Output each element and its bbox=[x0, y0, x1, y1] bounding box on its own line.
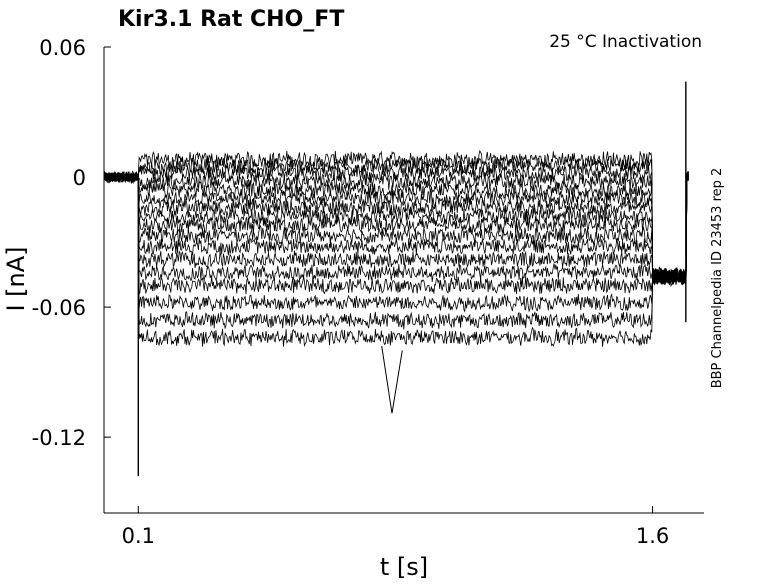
current-trace-6 bbox=[103, 170, 689, 285]
channelpedia-id-label: BBP Channelpedia ID 23453 rep 2 bbox=[710, 168, 725, 389]
y-tick-label: 0.06 bbox=[39, 36, 86, 60]
x-tick-label: 0.1 bbox=[122, 524, 155, 548]
x-tick-label: 1.6 bbox=[636, 524, 669, 548]
traces-group bbox=[103, 81, 689, 477]
current-trace-14 bbox=[103, 171, 689, 296]
current-trace-12 bbox=[103, 171, 689, 286]
axes-group: 0.06 0 -0.06 -0.12 0.1 1.6 bbox=[32, 36, 704, 548]
current-trace-11 bbox=[103, 170, 689, 285]
current-trace-17 bbox=[103, 171, 689, 348]
current-trace-9 bbox=[103, 171, 689, 285]
chart-title: Kir3.1 Rat CHO_FT bbox=[118, 7, 344, 32]
y-tick-label: -0.06 bbox=[32, 296, 86, 320]
condition-label: 25 °C Inactivation bbox=[549, 32, 702, 52]
y-tick-label: 0 bbox=[73, 166, 86, 190]
current-trace-1 bbox=[103, 149, 689, 284]
current-trace-16 bbox=[103, 172, 689, 330]
current-trace-15 bbox=[103, 171, 689, 313]
y-axis-label: I [nA] bbox=[2, 246, 30, 311]
trace-minimum bbox=[381, 346, 403, 414]
current-trace-8 bbox=[103, 171, 689, 285]
current-trace-7 bbox=[103, 171, 689, 284]
current-trace-10 bbox=[103, 172, 689, 286]
current-trace-5 bbox=[103, 172, 689, 285]
current-trace-3 bbox=[103, 163, 689, 285]
y-tick-label: -0.12 bbox=[32, 426, 86, 450]
x-axis-label: t [s] bbox=[380, 553, 428, 581]
current-trace-13 bbox=[103, 170, 689, 284]
